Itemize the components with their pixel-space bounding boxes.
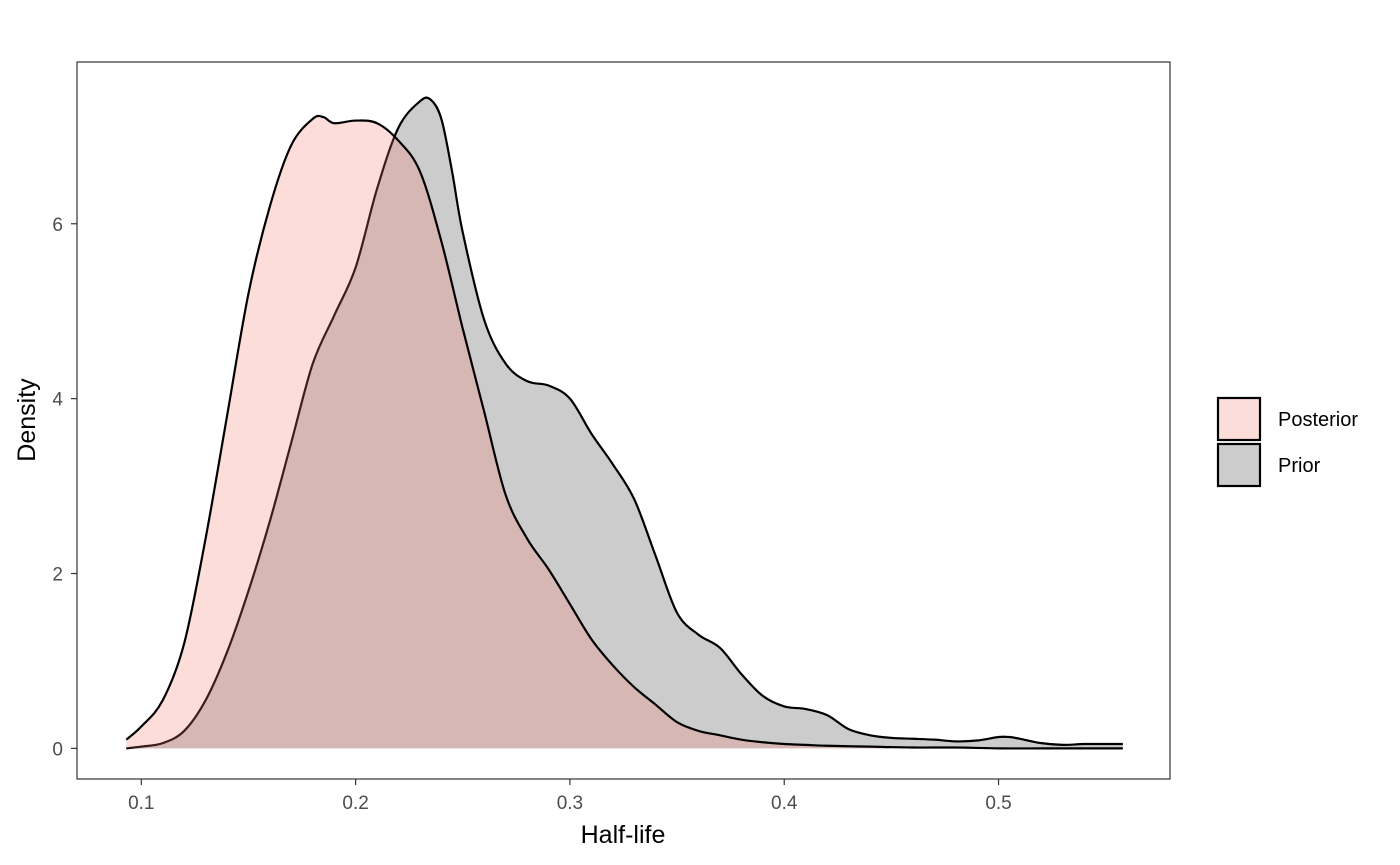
x-tick-label: 0.2 — [342, 793, 368, 814]
x-tick-label: 0.5 — [985, 793, 1011, 814]
y-axis-ticks: 0 2 4 6 — [52, 215, 77, 760]
y-tick-label: 4 — [52, 390, 63, 411]
x-axis-title: Half-life — [581, 821, 666, 849]
y-axis-title: Density — [13, 378, 41, 462]
density-areas — [125, 96, 1123, 750]
x-tick-label: 0.4 — [771, 793, 798, 814]
plot-panel-border — [76, 61, 1171, 780]
density-line-prior — [126, 96, 1123, 750]
legend-key-posterior — [1216, 396, 1262, 442]
legend-key-bg — [1218, 398, 1260, 440]
legend: Posterior Prior — [1216, 396, 1358, 488]
density-area-posterior — [126, 115, 1123, 749]
x-axis-ticks: 0.1 0.2 0.3 0.4 0.5 — [128, 779, 1012, 814]
legend-label-prior: Prior — [1278, 455, 1321, 477]
y-tick-label: 0 — [52, 739, 63, 760]
density-area-prior — [126, 97, 1123, 749]
y-tick-label: 6 — [52, 215, 63, 236]
y-tick-label: 2 — [52, 565, 63, 586]
x-tick-label: 0.1 — [128, 793, 154, 814]
x-tick-label: 0.3 — [557, 793, 583, 814]
legend-label-posterior: Posterior — [1278, 409, 1358, 431]
density-line-posterior — [125, 114, 1123, 750]
legend-key-prior — [1216, 442, 1262, 488]
